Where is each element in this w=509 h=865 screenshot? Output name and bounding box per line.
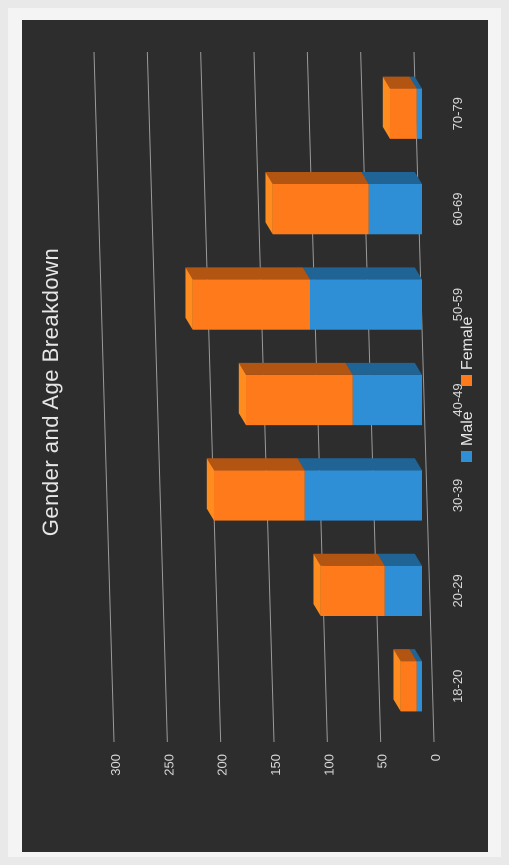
bar-side [361, 172, 422, 184]
bar-side [302, 267, 422, 280]
legend: Male Female [459, 317, 476, 462]
bar-male-20-29 [384, 565, 422, 616]
bar-female-18-20 [400, 661, 417, 712]
bar-side [409, 649, 422, 662]
bar-female-30-39 [214, 470, 305, 521]
legend-swatch-female [461, 375, 472, 386]
bar-female-50-59 [192, 279, 311, 330]
x-axis: 18-20 20-29 30-39 40-49 50-59 60-69 70-79 [450, 97, 465, 703]
chart-title: Gender and Age Breakdown [38, 248, 63, 536]
bar-male-30-39 [304, 470, 422, 521]
legend-swatch-male [461, 451, 472, 462]
bar-male-50-59 [310, 279, 422, 330]
chart-background [22, 20, 488, 852]
bar-top [313, 553, 321, 616]
bar-female-70-79 [390, 88, 417, 139]
bar-side [393, 649, 417, 662]
bar-side [345, 362, 422, 375]
bar-top [185, 267, 193, 330]
bars [185, 76, 422, 712]
bar-male-70-79 [416, 88, 422, 139]
bar-side [382, 76, 417, 89]
bar-male-18-20 [416, 661, 422, 712]
x-tick-label: 70-79 [450, 97, 465, 130]
bar-side [238, 362, 353, 375]
legend-label-female: Female [459, 317, 476, 370]
bar-top [382, 76, 390, 139]
legend-label-male: Male [459, 411, 476, 446]
bar-top [238, 362, 246, 426]
bar-side [297, 458, 422, 471]
bar-side [185, 267, 310, 280]
x-tick-label: 18-20 [450, 670, 465, 703]
x-tick-label: 40-49 [450, 383, 465, 416]
bar-side [313, 553, 385, 566]
y-tick-label: 300 [108, 754, 123, 776]
y-tick-label: 100 [321, 754, 336, 776]
bar-side [265, 172, 369, 184]
bar-top [265, 172, 273, 235]
x-tick-label: 50-59 [450, 288, 465, 321]
y-tick-label: 200 [215, 754, 230, 776]
y-axis: 0 50 100 150 200 250 300 [108, 754, 443, 776]
bar-female-20-29 [320, 565, 385, 616]
bar-female-40-49 [246, 374, 353, 426]
bar-male-60-69 [368, 183, 422, 235]
chart: 0 50 100 150 200 250 300 18-20 20-29 30-39 40-49 5… [22, 20, 488, 852]
y-tick-label: 250 [161, 754, 176, 776]
gridline [93, 51, 115, 743]
bar-male-40-49 [352, 374, 422, 426]
bar-top [206, 458, 214, 521]
x-tick-label: 20-29 [450, 574, 465, 607]
image-frame: 0 50 100 150 200 250 300 18-20 20-29 30-39 40-49 5… [8, 8, 501, 857]
bar-female-60-69 [272, 183, 369, 235]
y-tick-label: 0 [428, 754, 443, 761]
x-tick-label: 60-69 [450, 193, 465, 226]
bar-side [206, 458, 305, 471]
y-tick-label: 150 [268, 754, 283, 776]
bar-side [409, 76, 422, 89]
x-tick-label: 30-39 [450, 479, 465, 512]
bar-top [393, 649, 401, 712]
gridline [200, 51, 222, 743]
gridline [413, 51, 435, 743]
gridline [146, 51, 168, 743]
bar-side [377, 553, 422, 566]
y-tick-label: 50 [375, 754, 390, 768]
